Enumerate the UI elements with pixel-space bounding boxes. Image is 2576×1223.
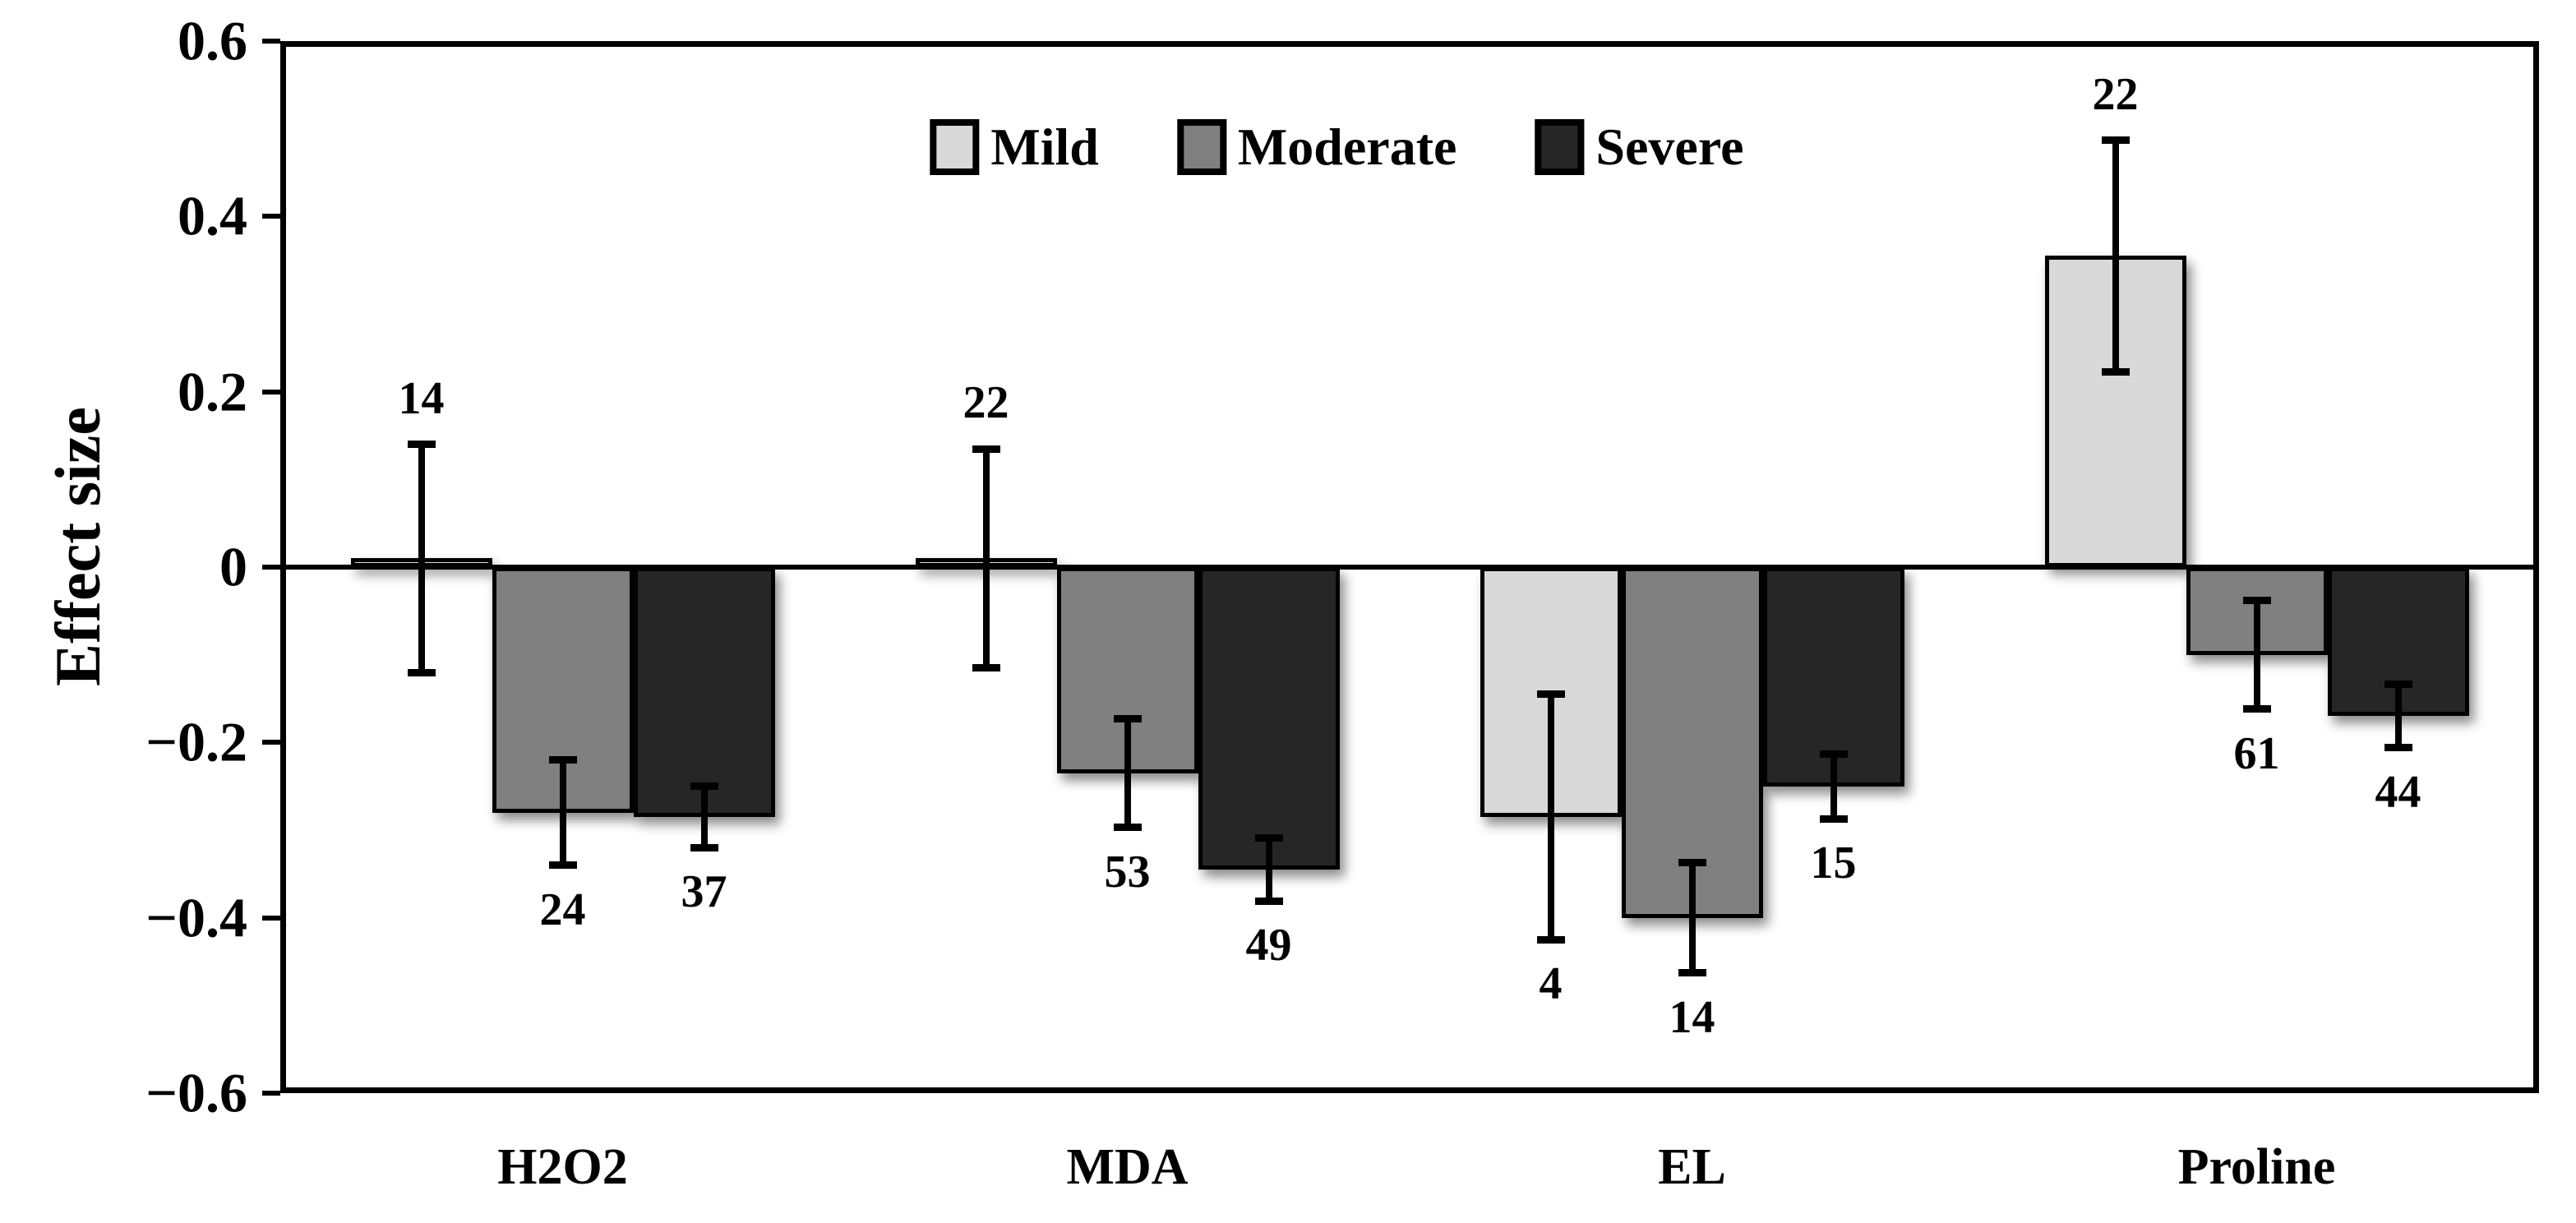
bar-value-label: 14 bbox=[398, 372, 445, 424]
y-axis-tick bbox=[262, 915, 280, 921]
error-bar-cap bbox=[1536, 690, 1565, 699]
error-bar bbox=[2394, 684, 2402, 748]
legend-item-severe: Severe bbox=[1535, 117, 1743, 178]
bar-value-label: 15 bbox=[1810, 838, 1857, 889]
y-axis-tick bbox=[262, 39, 280, 44]
error-bar-cap bbox=[2101, 136, 2130, 145]
legend-label: Severe bbox=[1595, 118, 1744, 176]
y-axis-tick bbox=[262, 740, 280, 745]
bar-severe-h2o2 bbox=[633, 567, 775, 817]
y-axis-tick-label: −0.4 bbox=[145, 886, 247, 949]
bar-severe-mda bbox=[1198, 567, 1340, 870]
error-bar-cap bbox=[548, 756, 577, 764]
error-bar-cap bbox=[548, 861, 577, 870]
error-bar-cap bbox=[690, 843, 718, 851]
error-bar-cap bbox=[407, 441, 436, 449]
bar-value-label: 44 bbox=[2375, 766, 2421, 818]
y-axis-tick-label: −0.2 bbox=[145, 710, 247, 773]
error-bar-cap bbox=[1678, 969, 1706, 977]
error-bar-cap bbox=[1254, 897, 1283, 905]
y-axis-tick-label: 0.4 bbox=[178, 184, 247, 247]
error-bar bbox=[559, 759, 566, 865]
legend-item-mild: Mild bbox=[930, 117, 1099, 178]
error-bar bbox=[2253, 600, 2260, 709]
error-bar-cap bbox=[1113, 824, 1142, 832]
error-bar-cap bbox=[1819, 815, 1848, 823]
error-bar bbox=[1830, 754, 1837, 819]
legend-swatch-icon bbox=[1176, 119, 1226, 175]
error-bar-cap bbox=[1113, 715, 1142, 723]
error-bar bbox=[418, 444, 425, 672]
error-bar-cap bbox=[407, 668, 436, 676]
y-axis-tick-label: −0.6 bbox=[145, 1061, 247, 1124]
y-axis-tick-label: 0 bbox=[219, 535, 247, 598]
error-bar bbox=[1265, 838, 1272, 902]
bar-value-label: 37 bbox=[681, 866, 727, 918]
legend-label: Mild bbox=[990, 118, 1099, 176]
y-axis-tick-label: 0.2 bbox=[178, 360, 247, 423]
error-bar-cap bbox=[972, 445, 1000, 453]
bar-value-label: 53 bbox=[1104, 846, 1151, 898]
bar-value-label: 14 bbox=[1669, 991, 1715, 1043]
error-bar bbox=[1547, 694, 1554, 940]
bar-value-label: 22 bbox=[963, 377, 1009, 428]
error-bar-cap bbox=[2242, 597, 2271, 605]
bar-value-label: 49 bbox=[1245, 920, 1292, 971]
y-axis-tick bbox=[262, 389, 280, 395]
legend-item-moderate: Moderate bbox=[1176, 117, 1457, 178]
error-bar-cap bbox=[2384, 681, 2412, 689]
error-bar bbox=[982, 449, 990, 668]
error-bar bbox=[1688, 862, 1696, 973]
legend-swatch-icon bbox=[1535, 119, 1585, 175]
legend-label: Moderate bbox=[1237, 118, 1457, 176]
bar-value-label: 24 bbox=[539, 884, 586, 935]
error-bar-cap bbox=[972, 664, 1000, 672]
zero-axis-line bbox=[262, 565, 2539, 570]
legend: Mild Moderate Severe bbox=[930, 117, 1743, 178]
error-bar bbox=[2112, 140, 2119, 372]
error-bar-cap bbox=[1819, 750, 1848, 758]
bar-value-label: 22 bbox=[2092, 68, 2139, 120]
bar-severe-el bbox=[1762, 567, 1904, 787]
error-bar-cap bbox=[2101, 367, 2130, 376]
error-bar-cap bbox=[1678, 858, 1706, 866]
error-bar-cap bbox=[2384, 744, 2412, 752]
legend-swatch-icon bbox=[930, 119, 980, 175]
error-bar-cap bbox=[1254, 834, 1283, 842]
y-axis-tick-label: 0.6 bbox=[178, 9, 247, 72]
x-axis-label-h2o2: H2O2 bbox=[497, 1139, 628, 1195]
x-axis-label-mda: MDA bbox=[1066, 1139, 1189, 1195]
bar-value-label: 4 bbox=[1539, 958, 1563, 1010]
x-axis-label-proline: Proline bbox=[2177, 1139, 2336, 1195]
error-bar-cap bbox=[2242, 705, 2271, 713]
y-axis-tick bbox=[262, 1091, 280, 1096]
x-axis-label-el: EL bbox=[1658, 1139, 1726, 1195]
error-bar-cap bbox=[1536, 935, 1565, 944]
y-axis-tick bbox=[262, 565, 280, 570]
error-bar bbox=[700, 786, 708, 848]
y-axis-tick bbox=[262, 214, 280, 219]
error-bar-cap bbox=[690, 782, 718, 791]
error-bar bbox=[1124, 718, 1131, 828]
bar-value-label: 61 bbox=[2233, 727, 2280, 779]
